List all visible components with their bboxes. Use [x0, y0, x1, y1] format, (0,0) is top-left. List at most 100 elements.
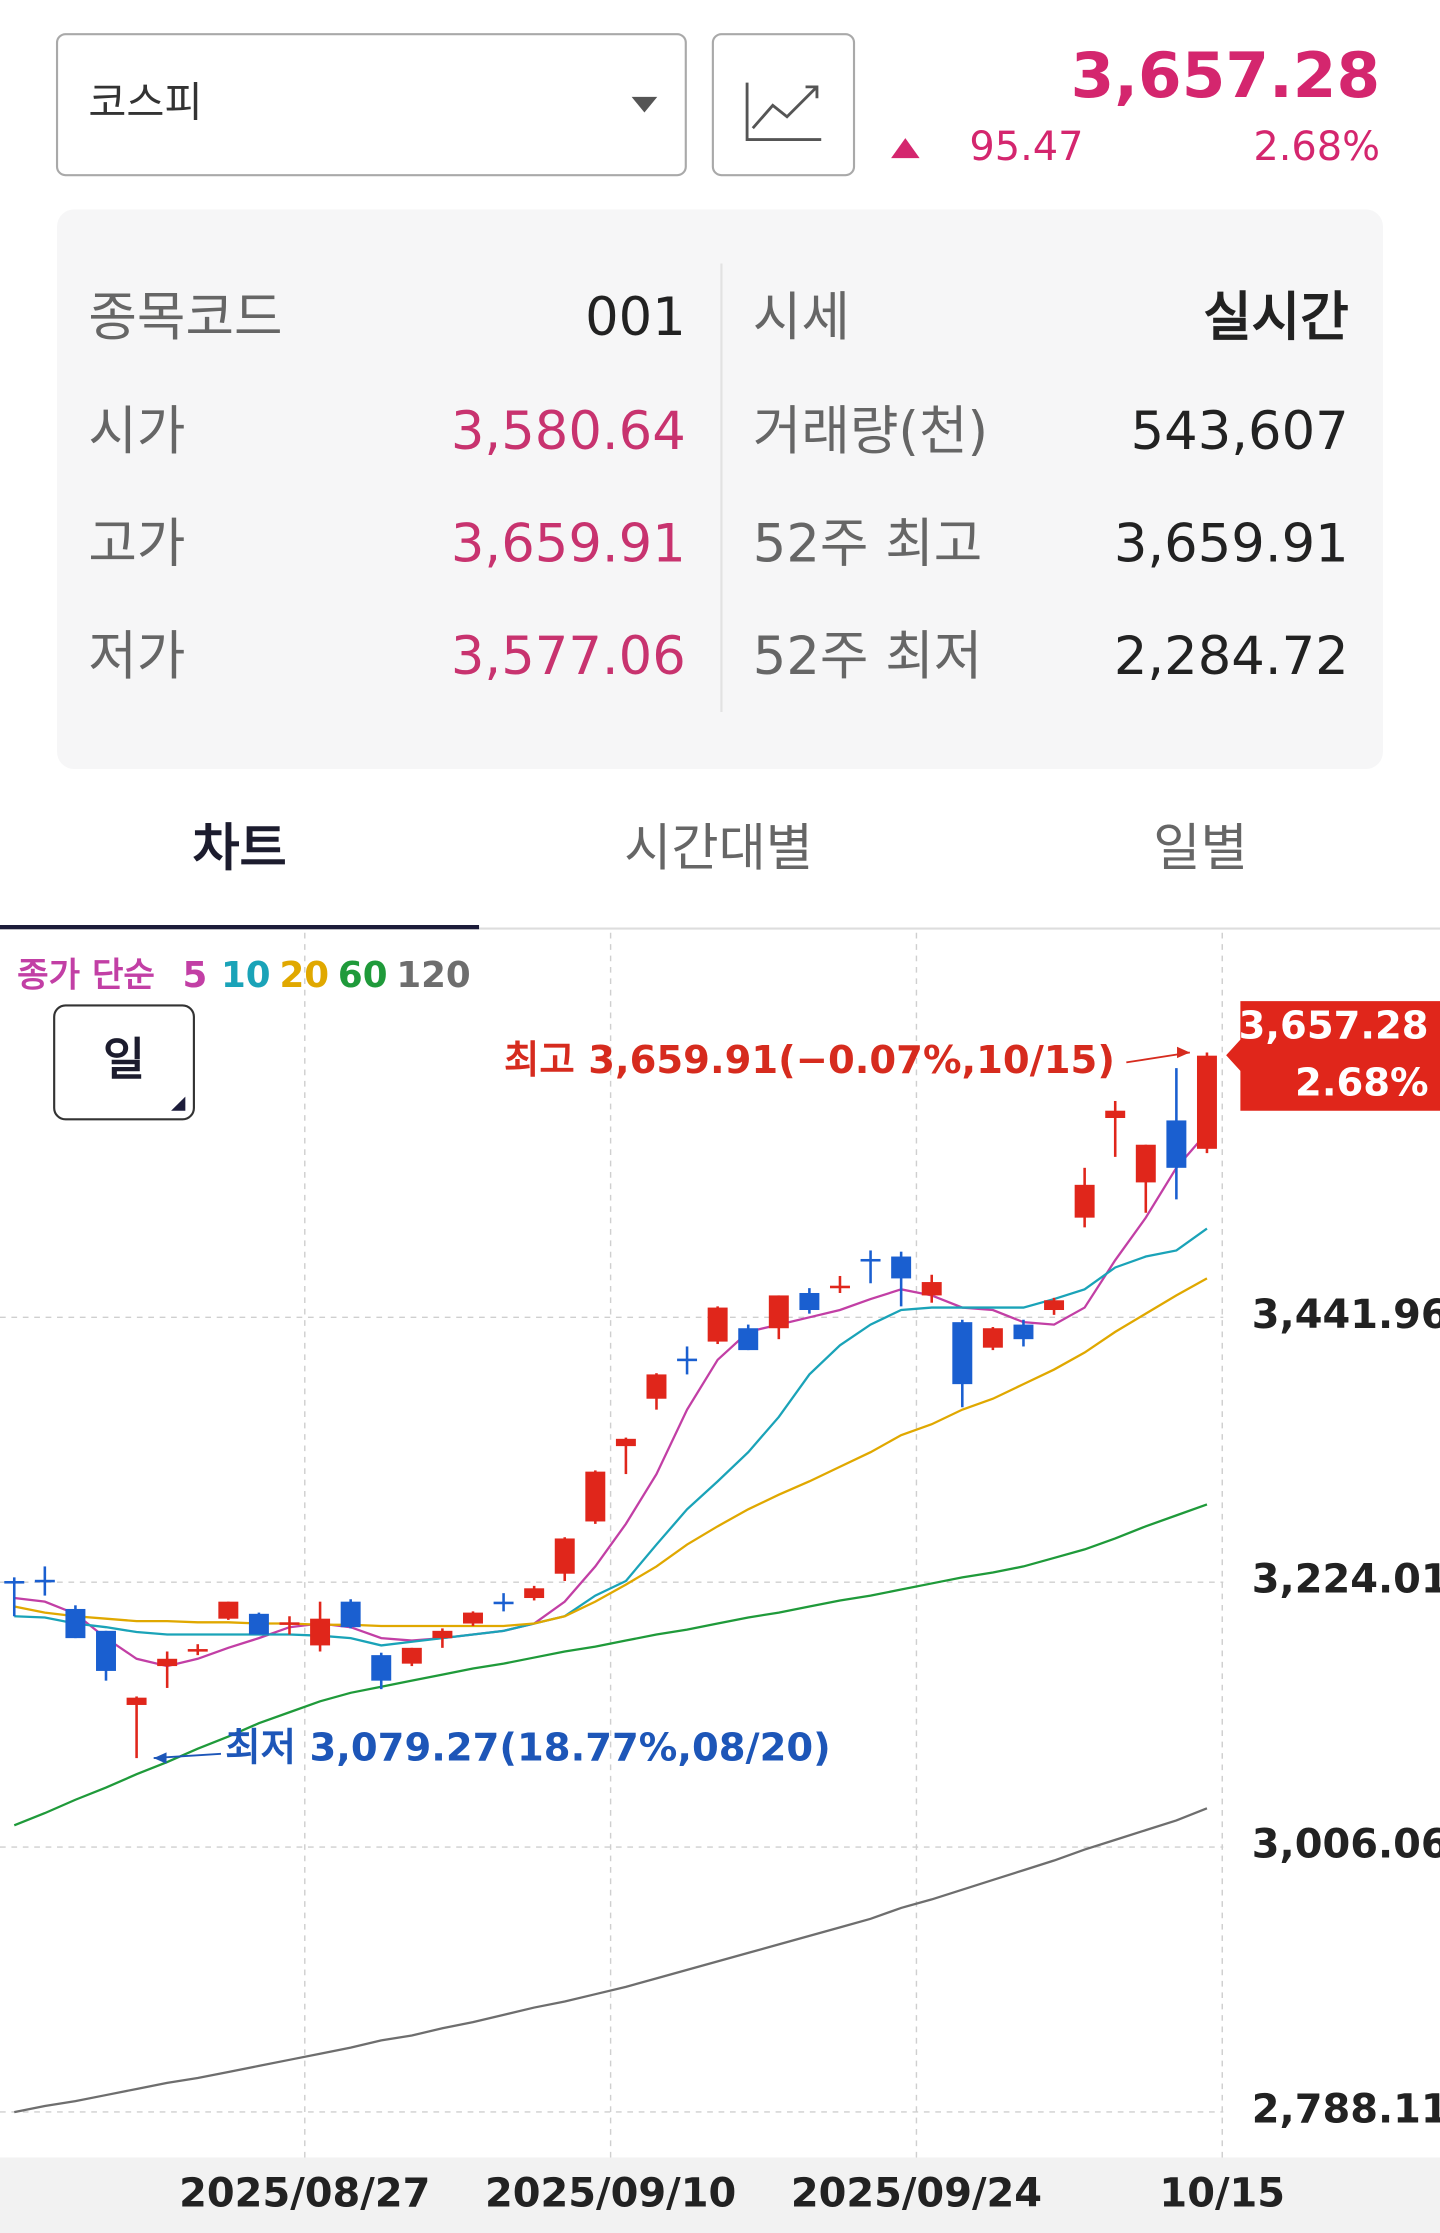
candle-body	[585, 1471, 606, 1522]
candle-body	[615, 1438, 636, 1447]
change: 95.47	[969, 124, 1083, 170]
low-annotation: 최저 3,079.27(18.77%,08/20)	[225, 1726, 830, 1771]
candle-body	[157, 1658, 178, 1667]
candle-body	[982, 1328, 1003, 1348]
candlestick-chart: 2,788.11 3,006.06 3,224.01 3,441.96 2025/08/…	[0, 932, 1440, 2216]
candle-body	[401, 1647, 422, 1664]
legend-entry: 5	[182, 955, 207, 996]
candle-body	[218, 1601, 239, 1619]
dropdown-arrow	[631, 96, 658, 113]
y-tick-label: 3,006.06	[1252, 1822, 1440, 1868]
stat-label: 시가	[88, 401, 185, 462]
stat-label: 시세	[753, 287, 850, 348]
period-button[interactable]	[53, 1004, 195, 1121]
stat-value: 001	[585, 287, 686, 348]
stat-value: 3,580.64	[451, 401, 686, 462]
current-price: 3,657.28	[1071, 39, 1381, 112]
stat-label: 52주 최고	[753, 514, 982, 575]
candle-body	[279, 1622, 300, 1625]
legend-entry: 60	[338, 955, 388, 996]
candle-body	[34, 1579, 55, 1583]
price-badge-value: 3,657.28	[1239, 1004, 1429, 1049]
candle-body	[554, 1538, 575, 1574]
candle-body	[463, 1612, 483, 1624]
stat-value: 3,577.06	[451, 626, 686, 687]
price-badge	[1226, 1001, 1440, 1111]
candle-body	[310, 1618, 331, 1646]
stat-value: 3,659.91	[1114, 514, 1349, 575]
legend-entry: 120	[396, 955, 470, 996]
stat-value: 2,284.72	[1114, 626, 1349, 687]
y-tick-label: 2,788.11	[1252, 2086, 1440, 2132]
candle-body	[340, 1601, 361, 1628]
candle-body	[707, 1307, 728, 1342]
candle-body	[677, 1358, 698, 1362]
legend-entry: 10	[221, 955, 271, 996]
candle-body	[1013, 1324, 1034, 1340]
stat-value: 543,607	[1131, 401, 1349, 462]
candle-body	[1196, 1055, 1217, 1149]
candle-body	[921, 1282, 942, 1296]
candle-body	[768, 1295, 789, 1329]
candle-body	[1166, 1120, 1187, 1168]
moving-average-line	[14, 1227, 1208, 1647]
y-tick-label: 3,224.01	[1252, 1557, 1440, 1603]
candle-body	[493, 1601, 514, 1605]
stat-label: 거래량(천)	[753, 401, 988, 462]
candle-body	[1044, 1300, 1065, 1311]
stats-panel	[57, 209, 1383, 770]
candle-body	[524, 1588, 545, 1599]
tabs: 차트 시간대별 일별	[192, 819, 1247, 879]
y-tick-label: 3,441.96	[1252, 1292, 1440, 1338]
x-tick-label: 2025/09/24	[791, 2170, 1042, 2216]
candle-body	[1135, 1144, 1156, 1183]
chart-toggle-button[interactable]	[711, 33, 856, 177]
x-axis-band	[0, 2157, 1440, 2233]
candle-body	[829, 1285, 850, 1289]
index-dropdown[interactable]	[55, 33, 687, 177]
high-arrowhead	[1177, 1046, 1190, 1059]
candle-body	[371, 1655, 392, 1681]
x-tick-label: 10/15	[1159, 2170, 1285, 2216]
moving-average-line	[14, 1807, 1208, 2114]
stat-label: 52주 최저	[753, 626, 982, 687]
moving-average-line	[13, 1503, 1208, 1827]
candle-body	[952, 1322, 973, 1385]
dropdown-text: 코스피	[88, 78, 202, 126]
candle-body	[799, 1292, 820, 1311]
moving-average-line	[14, 1277, 1208, 1628]
candle-body	[96, 1630, 116, 1671]
candle-body	[891, 1256, 912, 1279]
stat-label: 종목코드	[88, 287, 282, 348]
candle-body	[1105, 1110, 1126, 1118]
x-tick-label: 2025/09/10	[485, 2170, 736, 2216]
candle-body	[248, 1613, 269, 1635]
stat-value: 3,659.91	[451, 514, 686, 575]
stats-table: 종목코드 001 시가 3,580.64 고가 3,659.91 저가 3,577.06 시세 실…	[88, 287, 1348, 687]
candle-body	[432, 1630, 453, 1639]
candle-body	[738, 1328, 759, 1351]
high-annotation: 최고 3,659.91(−0.07%,10/15)	[504, 1038, 1115, 1083]
legend-entry: 20	[279, 955, 329, 996]
stat-label: 저가	[88, 626, 185, 687]
candle-body	[126, 1697, 147, 1705]
stat-label: 고가	[88, 514, 185, 575]
candle-body	[1074, 1184, 1095, 1218]
legend-title: 종가 단순	[17, 955, 155, 995]
tab[interactable]: 차트	[192, 819, 286, 879]
candle-body	[646, 1374, 667, 1399]
price-badge-pct: 2.68%	[1295, 1061, 1429, 1106]
chart-icon	[745, 82, 822, 141]
candle-body	[187, 1649, 208, 1652]
period-button-text: 일	[103, 1033, 145, 1086]
tab[interactable]: 시간대별	[624, 819, 813, 879]
change-pct: 2.68%	[1253, 124, 1380, 170]
candle-body	[65, 1608, 86, 1639]
candle-body	[860, 1258, 881, 1262]
stat-value: 실시간	[1203, 287, 1349, 348]
moving-average-line	[14, 1131, 1208, 1668]
up-arrow	[891, 138, 920, 159]
tab[interactable]: 일별	[1153, 819, 1247, 879]
